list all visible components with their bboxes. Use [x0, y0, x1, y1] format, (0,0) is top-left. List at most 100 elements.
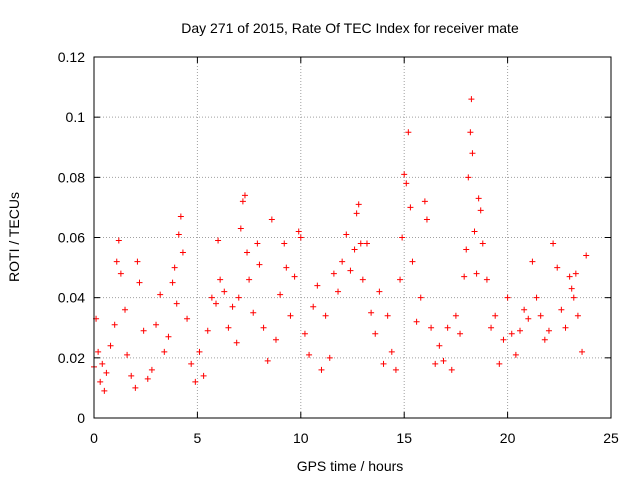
data-point: [368, 309, 375, 316]
data-point: [318, 366, 325, 373]
y-tick-label: 0: [77, 410, 85, 426]
data-point: [399, 234, 406, 241]
data-point: [184, 315, 191, 322]
data-point: [204, 327, 211, 334]
y-tick-label: 0.02: [58, 350, 85, 366]
data-point: [256, 261, 263, 268]
data-point: [583, 252, 590, 259]
data-point: [233, 339, 240, 346]
data-point: [465, 174, 472, 181]
chart-title: Day 271 of 2015, Rate Of TEC Index for r…: [181, 20, 519, 36]
data-point: [200, 372, 207, 379]
x-tick-label: 5: [194, 430, 202, 446]
x-tick-label: 0: [90, 430, 98, 446]
data-point: [111, 321, 118, 328]
x-tick-label: 25: [603, 430, 619, 446]
data-point: [468, 96, 475, 103]
data-point: [432, 360, 439, 367]
x-tick-label: 20: [500, 430, 516, 446]
data-point: [452, 312, 459, 319]
data-point: [177, 213, 184, 220]
data-point: [175, 231, 182, 238]
data-point: [566, 273, 573, 280]
x-tick-labels: 0 5 10 15 20 25: [90, 430, 619, 446]
data-point: [241, 192, 248, 199]
data-point: [246, 276, 253, 283]
data-point: [132, 384, 139, 391]
data-point: [343, 231, 350, 238]
data-point: [99, 360, 106, 367]
data-point: [397, 276, 404, 283]
data-point: [463, 246, 470, 253]
data-point: [196, 348, 203, 355]
data-point: [403, 180, 410, 187]
data-point: [579, 348, 586, 355]
data-point: [572, 270, 579, 277]
y-tick-label: 0.08: [58, 169, 85, 185]
data-point: [322, 312, 329, 319]
data-point: [157, 291, 164, 298]
data-point: [357, 240, 364, 247]
y-tick-labels: 0 0.02 0.04 0.06 0.08 0.1 0.12: [58, 49, 85, 426]
data-point: [436, 342, 443, 349]
data-point: [401, 171, 408, 178]
data-point: [496, 360, 503, 367]
data-point: [229, 303, 236, 310]
grid-lines: [94, 57, 611, 418]
data-point: [97, 378, 104, 385]
data-point: [351, 246, 358, 253]
data-point: [140, 327, 147, 334]
data-point: [521, 306, 528, 313]
data-point: [384, 312, 391, 319]
data-point: [347, 267, 354, 274]
data-point: [448, 366, 455, 373]
data-point: [461, 273, 468, 280]
data-point: [281, 240, 288, 247]
data-point: [144, 375, 151, 382]
data-point: [107, 342, 114, 349]
data-point: [355, 201, 362, 208]
data-point: [215, 237, 222, 244]
y-tick-label: 0.1: [66, 109, 86, 125]
data-point: [291, 273, 298, 280]
data-point: [260, 324, 267, 331]
data-point: [264, 357, 271, 364]
data-point: [550, 240, 557, 247]
data-point: [479, 240, 486, 247]
data-point: [277, 291, 284, 298]
data-point: [148, 366, 155, 373]
data-point: [208, 294, 215, 301]
data-point: [213, 300, 220, 307]
x-tick-label: 10: [293, 430, 309, 446]
data-point: [235, 294, 242, 301]
data-point: [421, 198, 428, 205]
data-point: [500, 336, 507, 343]
data-point: [529, 258, 536, 265]
data-point: [541, 336, 548, 343]
data-point: [122, 306, 129, 313]
y-tick-label: 0.06: [58, 230, 85, 246]
data-point: [517, 327, 524, 334]
x-tick-label: 15: [396, 430, 412, 446]
data-point: [525, 315, 532, 322]
data-point: [335, 288, 342, 295]
data-point: [136, 279, 143, 286]
data-point: [492, 312, 499, 319]
data-point: [301, 330, 308, 337]
data-point: [124, 351, 131, 358]
data-point: [153, 321, 160, 328]
data-point: [469, 150, 476, 157]
data-points: [91, 96, 590, 394]
data-point: [297, 234, 304, 241]
data-point: [95, 348, 102, 355]
data-point: [173, 300, 180, 307]
data-point: [192, 378, 199, 385]
data-point: [310, 303, 317, 310]
data-point: [363, 240, 370, 247]
data-point: [314, 282, 321, 289]
data-point: [306, 351, 313, 358]
data-point: [179, 249, 186, 256]
data-point: [117, 270, 124, 277]
data-point: [483, 276, 490, 283]
